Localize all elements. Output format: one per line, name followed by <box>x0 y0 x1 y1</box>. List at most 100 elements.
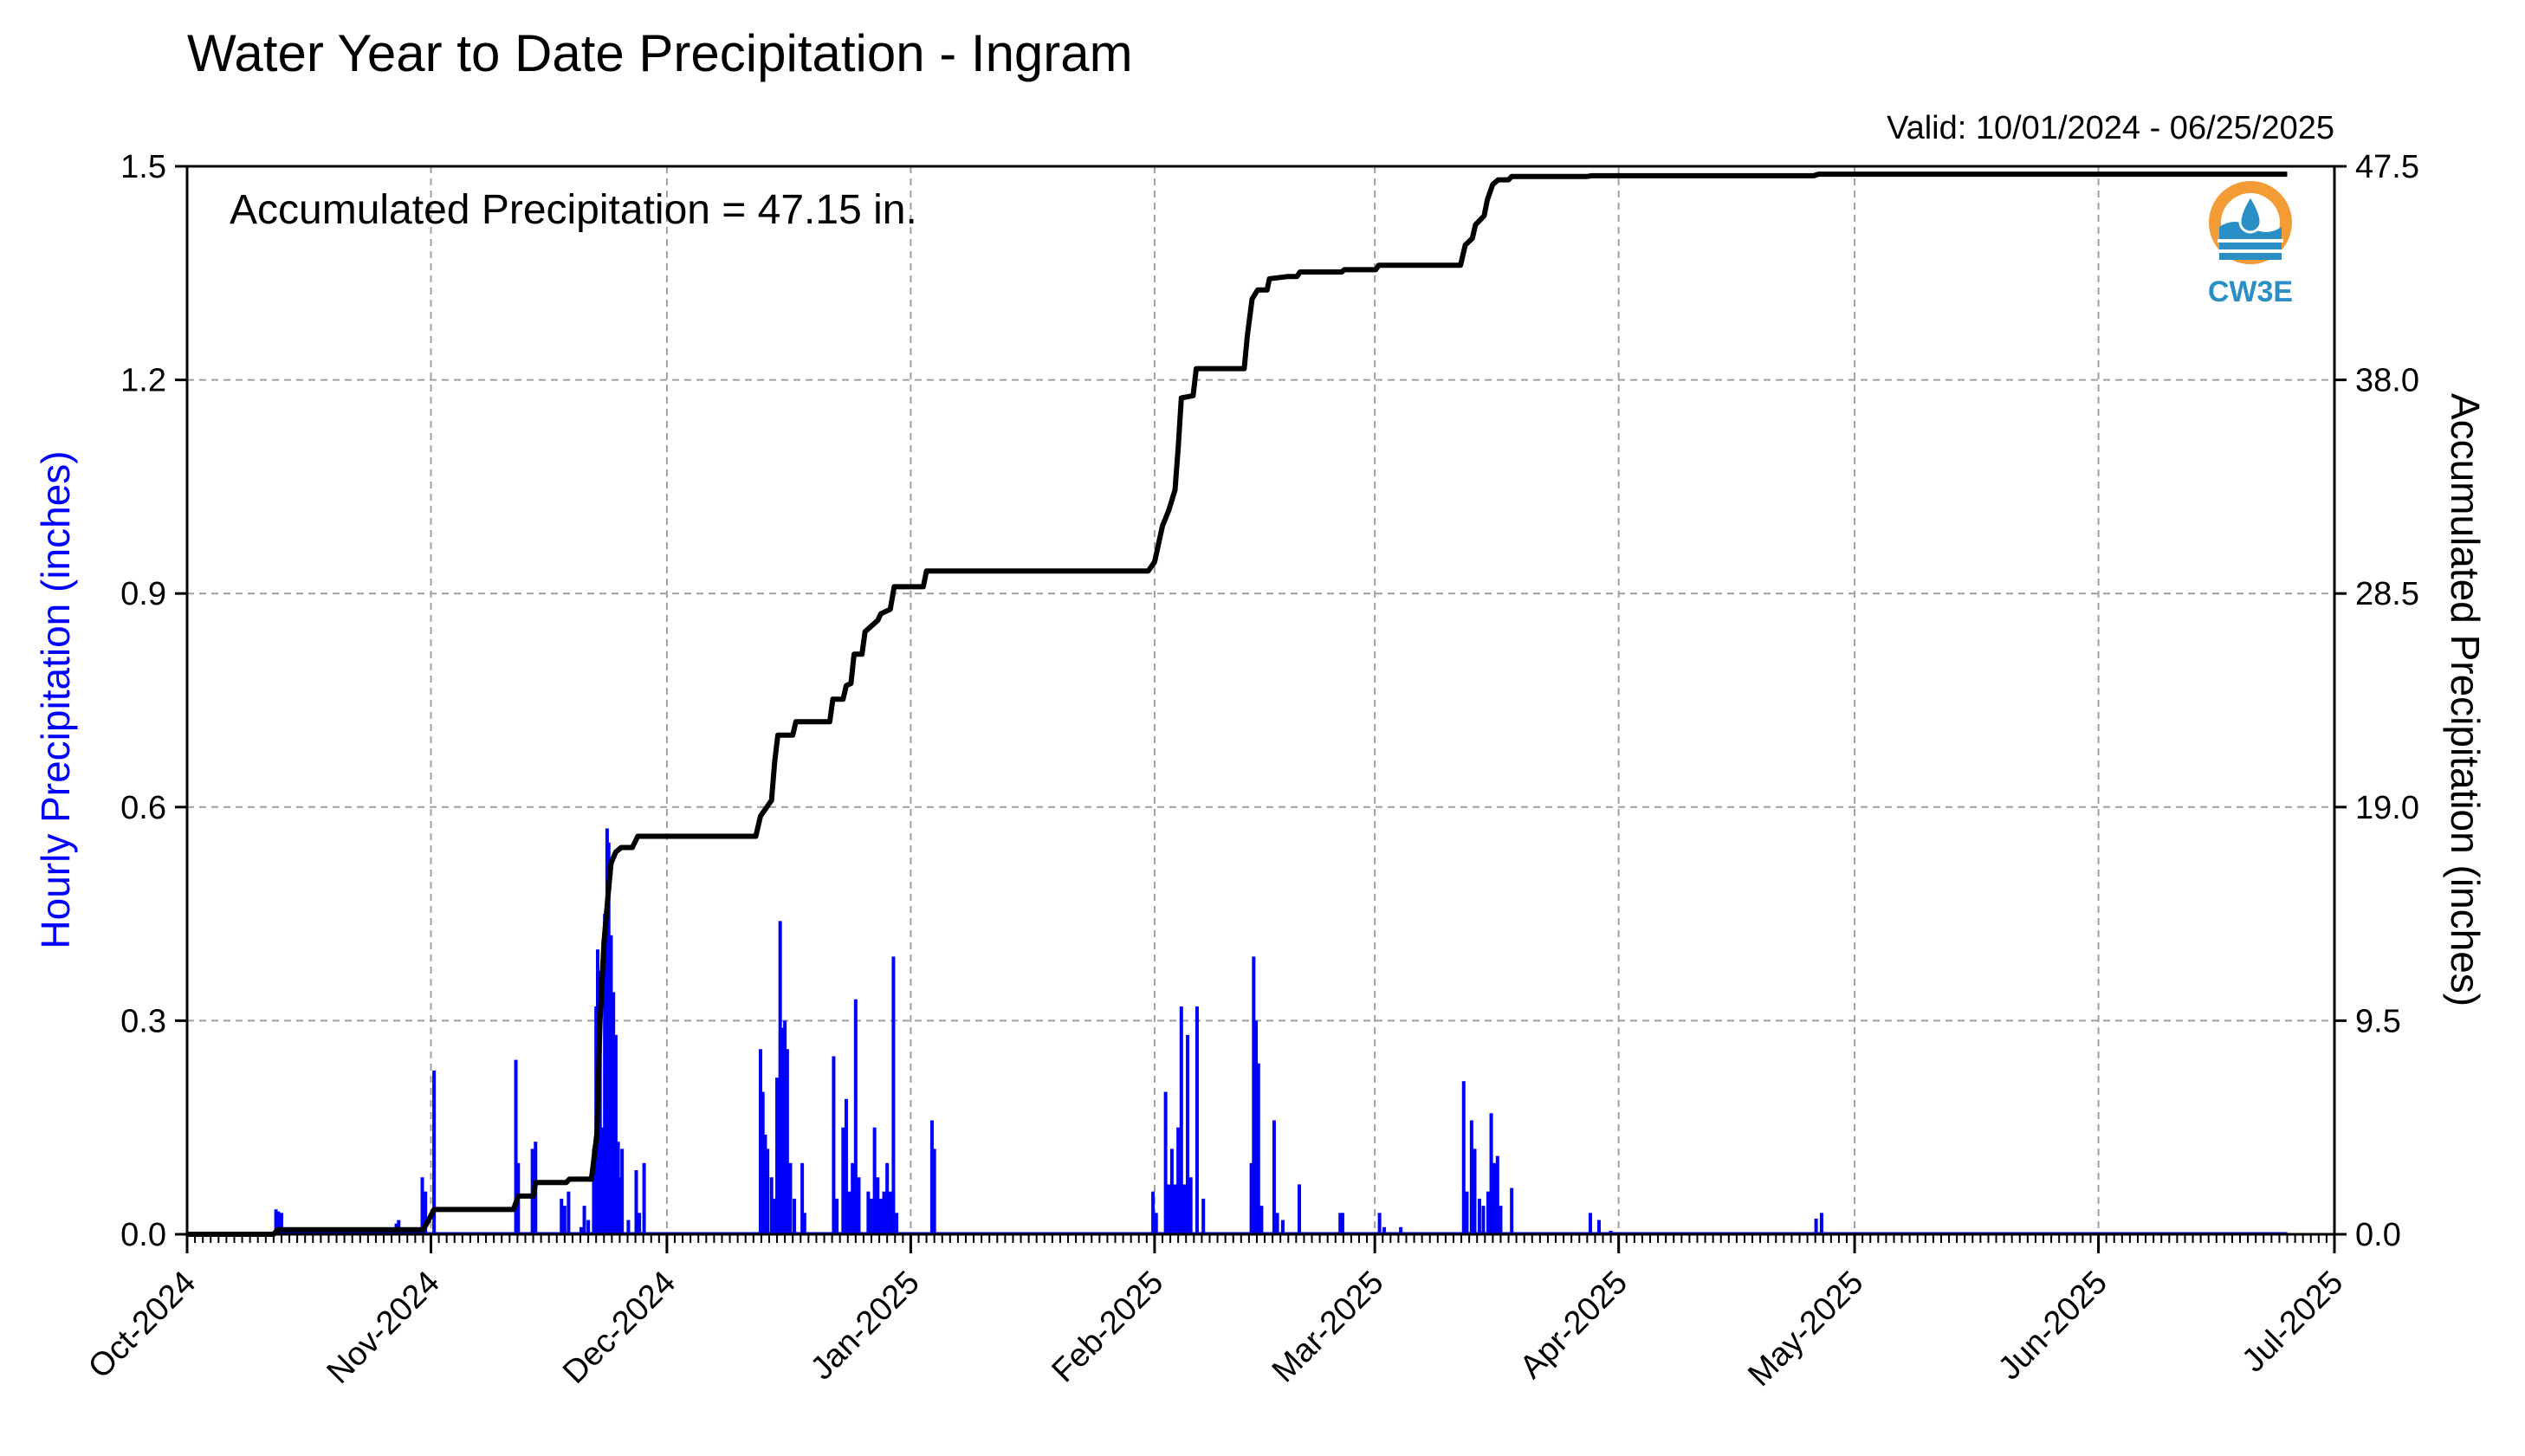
x-axis: Oct-2024 Nov-2024 Dec-2024 Jan-2025 Feb-2025… <box>81 1234 2350 1394</box>
y-left-tick-label: 0.0 <box>120 1217 166 1253</box>
hourly-precip-bar <box>1176 1127 1181 1234</box>
hourly-precip-bar <box>876 1177 880 1234</box>
hourly-precip-bar <box>1163 1091 1168 1234</box>
hourly-precip-bar <box>1461 1081 1466 1234</box>
hourly-precip-bar <box>1469 1120 1473 1234</box>
hourly-precip-bar <box>1272 1120 1276 1234</box>
hourly-precip-bar <box>562 1206 567 1234</box>
hourly-precip-bar <box>603 914 607 1234</box>
hourly-precip-bar <box>1819 1213 1823 1234</box>
right-y-axis: 0.0 9.5 19.0 28.5 38.0 47.5 <box>2334 149 2419 1253</box>
hourly-precip-bar <box>592 1149 596 1234</box>
hourly-precip-bars <box>187 828 2288 1235</box>
logo-wave-stripe-2 <box>2217 249 2283 253</box>
hourly-precip-bar <box>1275 1213 1279 1234</box>
hourly-precip-bar <box>279 1213 283 1234</box>
y-right-tick-label: 47.5 <box>2355 149 2419 185</box>
hourly-precip-bar <box>783 1020 787 1234</box>
hourly-precip-bar <box>800 1162 805 1234</box>
hourly-precip-bar <box>1201 1198 1206 1234</box>
x-tick-label: Jan-2025 <box>804 1265 927 1388</box>
hourly-precip-bar <box>1382 1226 1387 1234</box>
hourly-precip-bar <box>560 1198 564 1234</box>
hourly-precip-bar <box>773 1198 777 1234</box>
accumulated-precip-line <box>187 171 2288 1237</box>
hourly-precip-bar <box>616 1142 620 1234</box>
hourly-precip-bar <box>1173 1184 1177 1234</box>
hourly-precip-bar <box>397 1220 401 1234</box>
logo-text: CW3E <box>2208 275 2293 308</box>
x-tick-label: May-2025 <box>1741 1265 1870 1394</box>
hourly-precip-bar <box>780 1027 785 1234</box>
hourly-precip-bar <box>626 1220 631 1234</box>
hourly-precip-bar <box>775 1077 780 1234</box>
y-left-tick-label: 0.9 <box>120 576 166 612</box>
y-left-tick-label: 1.5 <box>120 149 166 185</box>
hourly-precip-bar <box>885 1162 890 1234</box>
hourly-precip-bar <box>1609 1230 1613 1234</box>
hourly-precip-bar <box>766 1149 770 1234</box>
hourly-precip-bar <box>835 1198 839 1234</box>
hourly-precip-bar <box>1297 1184 1301 1234</box>
valid-date-range: Valid: 10/01/2024 - 06/25/2025 <box>1887 110 2334 146</box>
hourly-precip-bar <box>851 1162 855 1234</box>
hourly-precip-bar <box>1167 1184 1171 1234</box>
hourly-precip-bar <box>891 956 896 1234</box>
chart-title: Water Year to Date Precipitation - Ingra… <box>187 24 1133 82</box>
hourly-precip-bar <box>274 1209 278 1234</box>
hourly-precip-bar <box>793 1198 797 1234</box>
hourly-precip-bar <box>761 1091 765 1234</box>
accumulated-total-annotation: Accumulated Precipitation = 47.15 in. <box>230 187 917 233</box>
hourly-precip-bar <box>638 1213 642 1234</box>
hourly-precip-bar <box>1280 1220 1285 1234</box>
hourly-precip-bar <box>1338 1213 1343 1234</box>
hourly-precip-bar <box>567 1191 571 1234</box>
hourly-precip-bar <box>844 1098 848 1234</box>
right-axis-label: Accumulated Precipitation (inches) <box>2443 393 2488 1006</box>
hourly-precip-bar <box>878 1198 883 1234</box>
x-tick-label: Jun-2025 <box>1991 1265 2114 1388</box>
hourly-precip-bar <box>841 1127 845 1234</box>
plot-frame <box>185 165 2336 1236</box>
hourly-precip-bar <box>763 1134 767 1234</box>
hourly-precip-bar <box>1179 1006 1183 1234</box>
hourly-precip-bar <box>853 999 858 1234</box>
hourly-precip-bar <box>1492 1162 1497 1234</box>
hourly-precip-bar <box>420 1177 424 1234</box>
hourly-precip-bar <box>424 1191 428 1234</box>
hourly-precip-bar <box>1510 1187 1514 1234</box>
x-tick-label: Oct-2024 <box>81 1265 203 1386</box>
hourly-precip-bar <box>1188 1177 1193 1234</box>
hourly-precip-bar <box>929 1120 934 1234</box>
hourly-precip-bar <box>788 1162 793 1234</box>
hourly-precip-bar <box>1814 1218 1818 1234</box>
hourly-precip-bar <box>1154 1213 1158 1234</box>
x-tick-label: Feb-2025 <box>1046 1265 1171 1390</box>
hourly-precip-bar <box>620 1149 625 1234</box>
hourly-precip-bar <box>1151 1191 1156 1234</box>
hourly-precip-bar <box>606 842 611 1234</box>
accumulated-precip-path <box>187 171 2288 1237</box>
hourly-precip-bar <box>1340 1213 1344 1234</box>
y-left-tick-label: 1.2 <box>120 363 166 399</box>
drop-icon <box>2238 193 2263 234</box>
hourly-precip-bar <box>634 1170 638 1234</box>
y-right-tick-label: 28.5 <box>2355 576 2419 612</box>
logo-wave-stripe <box>2217 239 2283 243</box>
hourly-precip-bar <box>1596 1220 1601 1234</box>
x-tick-label: Jul-2025 <box>2236 1265 2351 1380</box>
hourly-precip-bar <box>1249 1162 1253 1234</box>
hourly-precip-bar <box>1254 1020 1259 1234</box>
hourly-precip-bar <box>1195 1006 1199 1234</box>
hourly-precip-bar <box>1495 1155 1499 1234</box>
hourly-precip-bar <box>1259 1206 1264 1234</box>
grid-lines <box>187 166 2334 1234</box>
hourly-precip-bar <box>882 1191 886 1234</box>
x-tick-label: Dec-2024 <box>556 1265 683 1391</box>
hourly-precip-bar <box>1399 1226 1403 1234</box>
hourly-precip-bar <box>1182 1184 1187 1234</box>
hourly-precip-bar <box>857 1177 861 1234</box>
hourly-precip-bar <box>642 1162 646 1234</box>
hourly-precip-bar <box>895 1213 899 1234</box>
